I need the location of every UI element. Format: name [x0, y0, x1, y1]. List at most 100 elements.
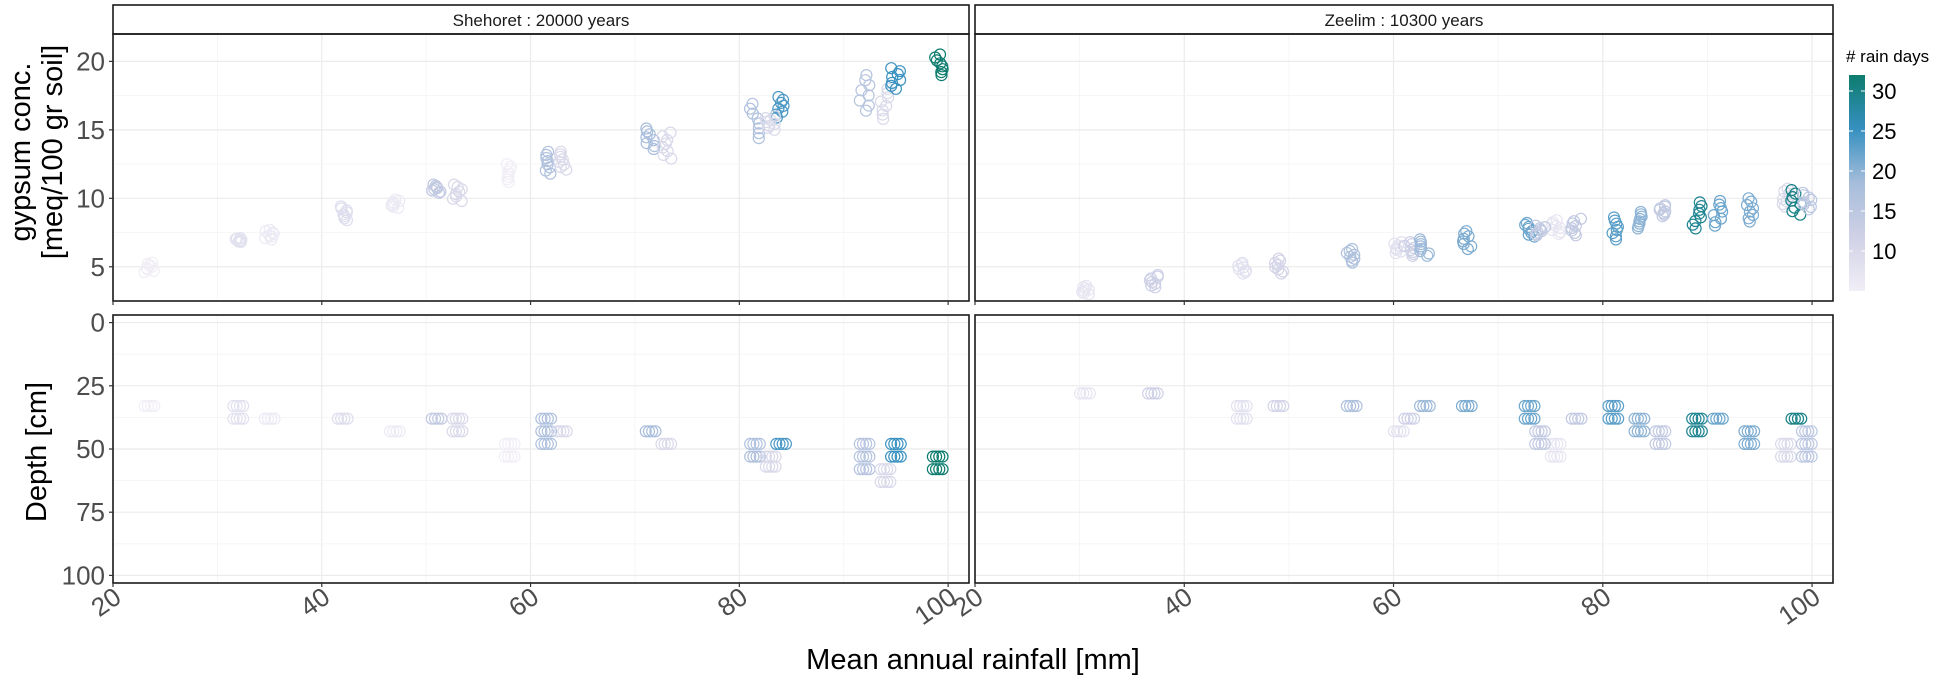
point-gypsum [340, 214, 353, 227]
point-gypsum [1634, 205, 1647, 219]
point-gypsum [386, 195, 399, 209]
point-depth [776, 437, 789, 450]
point-depth [502, 437, 515, 450]
point-depth [639, 425, 652, 438]
point-gypsum [1796, 186, 1810, 199]
point-gypsum [554, 160, 567, 174]
point-depth [1659, 425, 1672, 438]
point-gypsum [1574, 212, 1588, 225]
point-depth [1535, 437, 1548, 450]
point-gypsum [554, 145, 567, 158]
point-gypsum [145, 260, 158, 273]
point-gypsum [893, 73, 907, 87]
point-gypsum [1713, 194, 1727, 208]
point-depth [1343, 399, 1357, 413]
point-gypsum [553, 155, 566, 168]
point-depth [1350, 399, 1363, 413]
point-gypsum [657, 148, 670, 161]
point-depth [1686, 425, 1699, 438]
point-depth [880, 463, 894, 476]
point-depth [773, 437, 786, 450]
color-legend: # rain days 10 15 20 25 30 [1846, 47, 1929, 291]
point-depth [1423, 399, 1436, 413]
point-depth [1738, 437, 1751, 450]
y-axis-title-gypsum-line1: gypsum conc. [5, 63, 37, 242]
point-depth [856, 450, 870, 463]
point-depth [1602, 412, 1615, 425]
point-gypsum [1746, 208, 1760, 221]
point-depth [1273, 399, 1287, 413]
facet-label-shehoret: Shehoret : 20000 years [453, 11, 630, 30]
point-depth [1638, 412, 1651, 425]
point-gypsum [1538, 221, 1552, 234]
point-depth [1692, 412, 1705, 425]
point-gypsum [504, 160, 517, 173]
point-gypsum [877, 112, 890, 126]
point-depth [1634, 412, 1648, 425]
point-gypsum [451, 180, 464, 194]
point-depth [1547, 437, 1561, 450]
point-depth [1710, 412, 1723, 425]
y-tick-label: 20 [76, 46, 105, 76]
point-depth [1459, 399, 1472, 413]
point-gypsum [862, 99, 875, 112]
point-depth [237, 399, 250, 413]
point-depth [753, 437, 766, 450]
point-gypsum [859, 74, 872, 87]
point-depth [1528, 399, 1541, 413]
point-gypsum [1273, 254, 1287, 267]
point-depth [766, 460, 779, 473]
point-depth [863, 437, 876, 450]
point-depth [1747, 437, 1761, 450]
point-depth [853, 463, 866, 476]
point-depth [856, 437, 870, 450]
point-gypsum [1804, 200, 1817, 213]
point-gypsum [539, 164, 552, 177]
legend-tick-label: 20 [1872, 159, 1896, 184]
point-depth [1234, 399, 1247, 413]
facet-strip-zeelim: Zeelim : 10300 years [974, 4, 1834, 35]
point-depth [1795, 450, 1809, 463]
point-depth [1686, 412, 1699, 425]
point-depth [894, 450, 907, 463]
point-gypsum [266, 226, 279, 239]
point-gypsum [1458, 227, 1471, 240]
point-gypsum [746, 97, 759, 110]
point-gypsum [772, 90, 785, 104]
point-gypsum [882, 91, 895, 104]
point-depth [550, 425, 564, 438]
point-depth [880, 475, 894, 488]
point-gypsum [1743, 205, 1757, 218]
point-depth [1532, 425, 1545, 438]
point-gypsum [648, 140, 661, 153]
point-depth [1631, 425, 1644, 438]
point-depth [1778, 437, 1791, 450]
point-depth [884, 463, 897, 476]
point-depth [770, 437, 783, 450]
point-depth [1401, 412, 1414, 425]
point-depth [1407, 412, 1421, 425]
point-depth [1802, 450, 1815, 463]
point-depth [750, 437, 763, 450]
point-depth [1551, 450, 1564, 463]
point-gypsum [1520, 216, 1534, 230]
point-depth [1744, 437, 1758, 450]
y-tick-label: 25 [76, 371, 105, 401]
point-gypsum [893, 65, 907, 78]
point-depth [1413, 399, 1427, 413]
point-depth [1799, 450, 1812, 463]
point-depth [1521, 399, 1535, 413]
point-depth [1611, 399, 1625, 413]
point-gypsum [930, 54, 944, 67]
point-gypsum [1789, 187, 1802, 200]
point-depth [1778, 450, 1791, 463]
point-depth [1572, 412, 1585, 425]
point-depth [446, 425, 459, 438]
point-depth [1077, 387, 1090, 400]
point-depth [936, 463, 949, 476]
point-depth [1073, 387, 1087, 400]
point-depth [1605, 399, 1618, 413]
point-depth [1554, 437, 1567, 450]
point-depth [446, 412, 459, 425]
point-depth [1634, 425, 1648, 438]
